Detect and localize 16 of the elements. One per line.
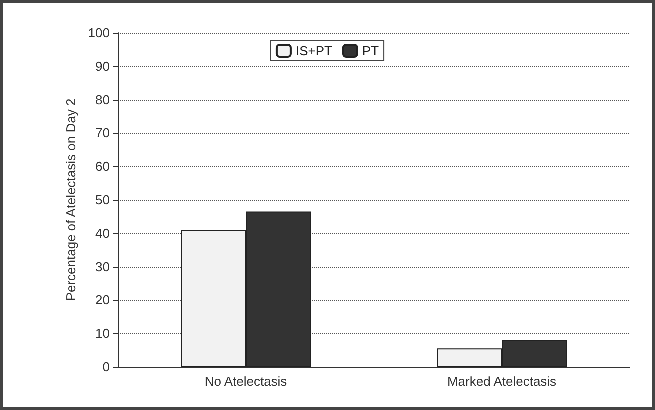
y-tick-label: 30 — [96, 259, 110, 274]
y-tick-label: 0 — [102, 360, 110, 374]
y-tick-label: 70 — [96, 126, 110, 141]
y-tick-label: 90 — [96, 58, 110, 74]
y-tick-label: 50 — [96, 192, 110, 208]
y-tick-label: 20 — [96, 292, 110, 308]
x-tick-label: Marked Atelectasis — [447, 374, 558, 389]
y-tick-label: 100 — [88, 26, 110, 40]
legend-label: PT — [362, 44, 380, 58]
y-tick-label: 40 — [96, 226, 110, 241]
y-tick-label: 80 — [96, 92, 110, 108]
y-tick-label: 60 — [96, 159, 110, 174]
y-axis-title: Percentage of Atelectasis on Day 2 — [63, 98, 78, 302]
legend-label: IS+PT — [296, 44, 332, 58]
y-tick-label: 10 — [96, 326, 110, 342]
x-tick-label: No Atelectasis — [204, 374, 288, 389]
